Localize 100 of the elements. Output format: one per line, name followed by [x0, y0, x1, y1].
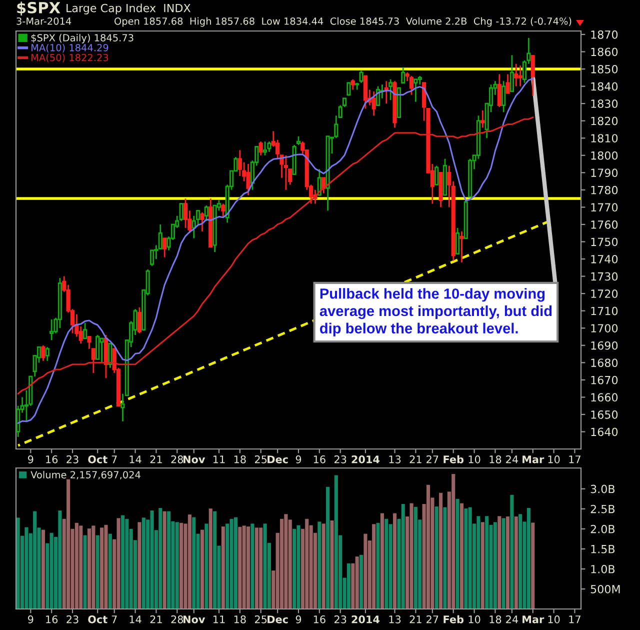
x-tick-label: 18 — [490, 615, 502, 624]
y-tick-label: 2.5B — [590, 504, 615, 514]
x-tick-label: 11 — [214, 616, 225, 624]
chart-title: $SPX — [17, 2, 60, 16]
y-tick-label: 1780 — [591, 186, 618, 194]
bar — [460, 503, 464, 609]
bar — [526, 508, 530, 609]
y-tick-label: 1790 — [591, 168, 618, 178]
bar — [392, 513, 397, 609]
x-tick-label: 24 — [506, 455, 518, 464]
bar — [116, 518, 120, 609]
bar — [125, 518, 129, 609]
candlestick — [83, 322, 88, 340]
bar — [476, 516, 480, 609]
candlestick — [497, 73, 502, 108]
bar — [502, 518, 506, 609]
bar — [230, 518, 234, 609]
candlestick — [401, 66, 406, 84]
bar — [480, 522, 484, 609]
bar — [180, 522, 184, 609]
bar — [108, 534, 112, 609]
x-tick-label: 2014 — [352, 455, 380, 464]
bar — [414, 506, 418, 609]
x-tick-label: 10 — [548, 615, 560, 624]
candlestick — [317, 168, 322, 196]
bar — [16, 518, 20, 609]
y-tick-label: 1730 — [591, 272, 618, 281]
x-tick-label: 10 — [468, 455, 480, 464]
candlestick — [456, 227, 460, 255]
bar — [188, 514, 192, 609]
bar — [104, 524, 108, 609]
candlestick — [41, 344, 46, 362]
y-tick-label: 1670 — [591, 376, 618, 384]
bar — [175, 522, 179, 609]
y-tick-label: 1820 — [591, 116, 618, 126]
y-tick-label: 500M — [590, 584, 620, 594]
y-tick-label: 1720 — [591, 290, 618, 298]
bar — [166, 511, 171, 609]
y-tick-label: 1690 — [591, 341, 618, 350]
y-tick-label: 1850 — [591, 64, 618, 74]
x-tick-label: 16 — [314, 455, 326, 464]
x-tick-label: 16 — [46, 455, 58, 464]
bar — [142, 518, 146, 609]
bar — [514, 516, 518, 609]
candlestick — [388, 78, 393, 101]
bar — [41, 530, 45, 609]
x-tick-label: 9 — [28, 455, 34, 464]
x-tick-label: 2014 — [352, 615, 380, 624]
x-tick-label: Oct — [88, 455, 108, 464]
bar — [138, 522, 142, 609]
y-tick-label: 1860 — [591, 48, 618, 56]
candlestick — [414, 78, 418, 103]
annotation: Pullback held the 10-day moving average most importantly, but did dip below the breakout level. — [320, 288, 552, 336]
x-tick-label: 10 — [548, 455, 560, 464]
text: Open 1857.68 High 1857.68 Low 1834.44 Close 1845.73 Volume 2.2B Chg -13.72 (-0.74%) — [114, 17, 572, 27]
bar — [254, 528, 258, 609]
x-tick-label: 23 — [334, 455, 346, 464]
bar — [33, 511, 37, 609]
y-tick-label: 1710 — [591, 306, 618, 316]
candlestick — [530, 55, 535, 97]
bar — [434, 506, 438, 609]
y-tick-label: 1870 — [591, 30, 618, 39]
x-tick-label: 9 — [296, 455, 302, 464]
y-tick-label: 1800 — [591, 151, 618, 160]
legend-label: MA(10) 1844.29 — [32, 44, 108, 52]
x-tick-label: 17 — [569, 456, 580, 464]
candlestick — [204, 204, 208, 222]
bar — [531, 522, 535, 609]
candlestick — [137, 306, 142, 334]
candlestick — [108, 342, 112, 369]
y-tick-label: 1830 — [591, 100, 618, 108]
y-tick-label: 1750 — [591, 238, 618, 246]
bar — [150, 510, 154, 609]
bar — [120, 515, 124, 609]
x-tick-label: Feb — [444, 455, 464, 464]
candlestick — [506, 73, 510, 94]
bar — [485, 516, 489, 609]
y-tick-label: 1640 — [591, 428, 618, 436]
bar — [372, 524, 376, 609]
bar — [192, 517, 196, 609]
bar — [296, 525, 300, 609]
x-tick-label: Mar — [522, 456, 544, 464]
bar — [204, 524, 208, 609]
candlestick — [372, 90, 376, 116]
candlestick — [262, 140, 268, 156]
bar — [242, 526, 246, 609]
bar — [326, 486, 330, 609]
candlestick — [480, 110, 485, 128]
bar — [58, 510, 62, 609]
y-tick-label: 1.5B — [591, 545, 615, 554]
x-tick-label: 9 — [296, 615, 302, 624]
x-tick-label: 25 — [254, 615, 267, 624]
x-tick-label: 21 — [410, 615, 422, 624]
bar — [360, 554, 364, 609]
x-tick-label: 18 — [234, 615, 246, 624]
x-tick-label: Mar — [522, 616, 544, 624]
bar — [305, 518, 309, 609]
x-tick-label: 23 — [334, 615, 346, 624]
x-tick-label: Oct — [88, 615, 108, 624]
x-tick-label: Nov — [183, 456, 206, 464]
